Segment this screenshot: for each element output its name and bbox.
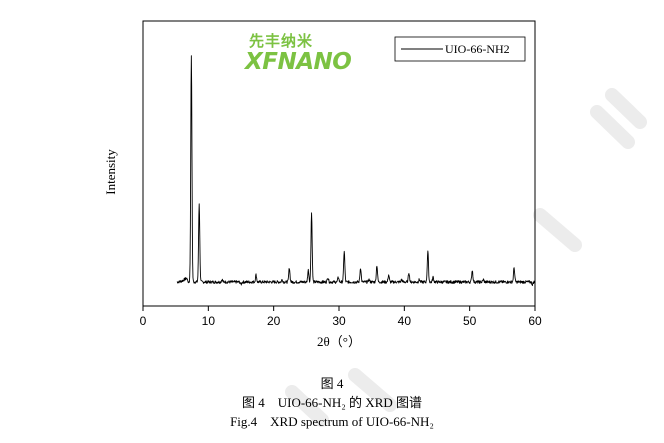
xfnano-logo: 先丰纳米 XFNANO bbox=[243, 30, 353, 78]
x-tick-label: 10 bbox=[202, 314, 216, 328]
x-axis-ticks bbox=[142, 306, 536, 311]
x-tick-label: 30 bbox=[332, 314, 346, 328]
xrd-chart: 0 10 20 30 40 50 60 2θ（°） Intensity UIO-66-NH2 bbox=[103, 20, 542, 349]
logo-text-cn: 先丰纳米 bbox=[249, 32, 314, 50]
peak-markers bbox=[191, 55, 532, 284]
figure-title-en: Fig.4 XRD spectrum of UIO-66-NH₂ bbox=[230, 414, 434, 429]
x-axis-label: 2θ（°） bbox=[317, 334, 361, 349]
figure-title-cn: 图 4 UIO-66-NH₂ 的 XRD 图谱 bbox=[241, 395, 423, 410]
x-tick-label: 20 bbox=[267, 314, 281, 328]
x-tick-label: 40 bbox=[398, 314, 412, 328]
legend-label-uio-66-nh2: UIO-66-NH2 bbox=[445, 42, 510, 56]
x-axis-tick-labels: 0 10 20 30 40 50 60 bbox=[140, 314, 542, 328]
legend: UIO-66-NH2 bbox=[394, 36, 526, 62]
y-axis-label: Intensity bbox=[103, 149, 118, 195]
x-tick-label: 60 bbox=[528, 314, 542, 328]
logo-text-en: XFNANO bbox=[245, 49, 352, 75]
figure-number: 图 4 bbox=[320, 376, 344, 391]
x-tick-label: 0 bbox=[140, 314, 147, 328]
x-tick-label: 50 bbox=[463, 314, 477, 328]
series-line-uio-66-nh2 bbox=[176, 55, 536, 287]
